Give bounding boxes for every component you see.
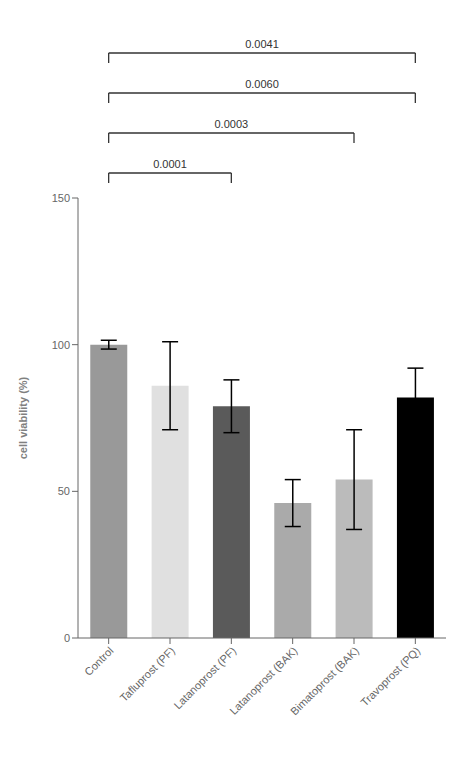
svg-text:Latanoprost (PF): Latanoprost (PF) [171, 644, 238, 711]
svg-text:0: 0 [64, 632, 70, 644]
svg-text:Control: Control [82, 644, 116, 678]
svg-text:Travoprost (PQ): Travoprost (PQ) [358, 644, 422, 708]
svg-text:100: 100 [52, 339, 70, 351]
svg-text:Bimatoprost (BAK): Bimatoprost (BAK) [288, 644, 361, 717]
svg-text:150: 150 [52, 192, 70, 204]
svg-text:0.0003: 0.0003 [215, 118, 249, 130]
svg-text:0.0060: 0.0060 [245, 78, 279, 90]
svg-text:0.0001: 0.0001 [153, 158, 187, 170]
svg-text:0.0041: 0.0041 [245, 38, 279, 50]
svg-text:50: 50 [58, 485, 70, 497]
svg-text:Tafluprost (PF): Tafluprost (PF) [117, 644, 176, 703]
svg-text:cell viability (%): cell viability (%) [17, 376, 29, 459]
svg-text:Latanoprost (BAK): Latanoprost (BAK) [227, 644, 299, 716]
